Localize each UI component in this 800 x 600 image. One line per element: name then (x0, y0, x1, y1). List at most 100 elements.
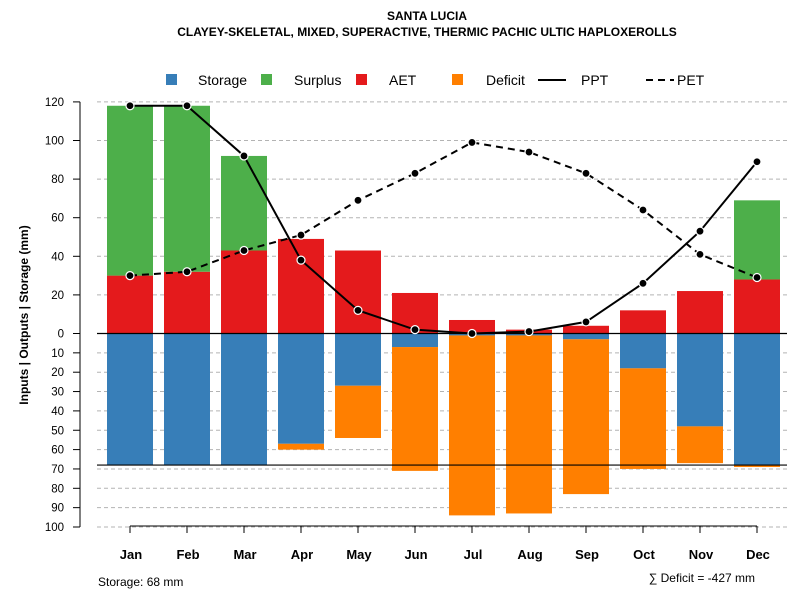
pet-point (467, 137, 477, 148)
surplus-bar (734, 200, 780, 280)
y-tick-label: 60 (51, 445, 64, 457)
x-tick-label: Jan (120, 547, 142, 562)
aet-bar (221, 250, 267, 334)
x-tick-label: Nov (689, 547, 714, 562)
aet-bar (677, 291, 723, 334)
y-tick-label: 100 (45, 136, 64, 148)
deficit-legend-swatch (452, 74, 463, 85)
pet-point (296, 230, 306, 240)
pet-point (581, 168, 591, 178)
aet-legend-swatch (356, 74, 367, 85)
gridlines (97, 101, 787, 528)
surplus-bar (221, 155, 267, 251)
legend-label: Deficit (486, 72, 525, 88)
bars (97, 105, 787, 516)
pet-point (125, 271, 135, 281)
storage-bar (392, 333, 438, 348)
storage-bar (164, 333, 210, 466)
aet-bar (107, 275, 153, 334)
pet-point (752, 272, 762, 283)
x-tick-label: Apr (291, 547, 313, 562)
pet-point (239, 245, 249, 256)
storage-bar (335, 333, 381, 386)
deficit-bar (734, 465, 780, 468)
ppt-point (125, 101, 135, 111)
x-tick-label: Dec (746, 547, 770, 562)
storage-bar (620, 333, 666, 369)
pet-point (410, 168, 420, 178)
deficit-bar (335, 385, 381, 438)
axes: 0 20 40 60 80 100 120 10 20 30 40 50 60 70 80 90 100 Jan F… (45, 97, 770, 562)
x-tick-label: Jun (404, 547, 427, 562)
storage-bar (107, 333, 153, 466)
ppt-point (581, 317, 591, 327)
aet-bar (620, 310, 666, 334)
pet-point (638, 205, 648, 215)
deficit-bar (506, 335, 552, 514)
ppt-point (638, 278, 648, 288)
deficit-bar (677, 426, 723, 464)
x-tick-label: May (346, 547, 372, 562)
x-tick-label: Aug (517, 547, 542, 562)
deficit-bar (620, 368, 666, 469)
x-tick-label: Feb (176, 547, 199, 562)
ppt-line (130, 104, 758, 335)
storage-bar (677, 333, 723, 427)
deficit-bar (278, 443, 324, 450)
y-tick-label: 20 (51, 290, 64, 302)
y-tick-label: 70 (51, 464, 64, 476)
ppt-point (524, 326, 534, 337)
storage-bar (278, 333, 324, 444)
deficit-sum-footer: ∑ Deficit = -427 mm (649, 571, 755, 585)
aet-bar (563, 325, 609, 334)
y-tick-label: 60 (51, 213, 64, 225)
x-tick-label: Oct (633, 547, 655, 562)
surplus-legend-swatch (261, 74, 272, 85)
ppt-point (410, 325, 420, 335)
x-tick-label: Jul (464, 547, 483, 562)
ppt-point (752, 157, 762, 167)
y-tick-label: 120 (45, 97, 64, 109)
y-tick-label: 90 (51, 503, 64, 515)
ppt-point (239, 151, 249, 161)
ppt-point (182, 101, 192, 111)
y-tick-label: 50 (51, 425, 64, 437)
pet-point (524, 147, 534, 157)
ppt-point (353, 305, 363, 315)
y-axis-label: Inputs | Outputs | Storage (mm) (17, 225, 31, 404)
ppt-point (695, 226, 705, 236)
aet-bar (278, 238, 324, 334)
x-tick-label: Sep (575, 547, 599, 562)
legend: Storage Surplus AET Deficit PPT PET (166, 72, 705, 88)
y-tick-label: 0 (58, 329, 64, 341)
ppt-point (296, 255, 306, 265)
aet-bar (335, 250, 381, 334)
pet-point (353, 195, 363, 205)
storage-bar (563, 333, 609, 340)
y-tick-label: 10 (51, 348, 64, 360)
deficit-bar (392, 347, 438, 471)
y-tick-label: 20 (51, 367, 64, 379)
aet-bar (734, 279, 780, 334)
aet-bar (449, 319, 495, 334)
y-tick-label: 40 (51, 406, 64, 418)
y-tick-label: 30 (51, 387, 64, 399)
surplus-bar (164, 105, 210, 272)
ppt-point (467, 328, 477, 339)
storage-footer: Storage: 68 mm (98, 575, 183, 589)
legend-label: AET (389, 72, 417, 88)
y-tick-label: 80 (51, 174, 64, 186)
y-tick-label: 40 (51, 251, 64, 263)
chart-subtitle: CLAYEY-SKELETAL, MIXED, SUPERACTIVE, THE… (177, 25, 677, 39)
deficit-bar (449, 335, 495, 516)
legend-label: Storage (198, 72, 247, 88)
surplus-bar (107, 105, 153, 276)
pet-point (695, 249, 705, 259)
storage-bar (221, 333, 267, 466)
x-tick-label: Mar (233, 547, 256, 562)
pet-line (129, 141, 758, 279)
deficit-bar (563, 339, 609, 495)
y-tick-label: 80 (51, 483, 64, 495)
series-lines (125, 101, 762, 339)
